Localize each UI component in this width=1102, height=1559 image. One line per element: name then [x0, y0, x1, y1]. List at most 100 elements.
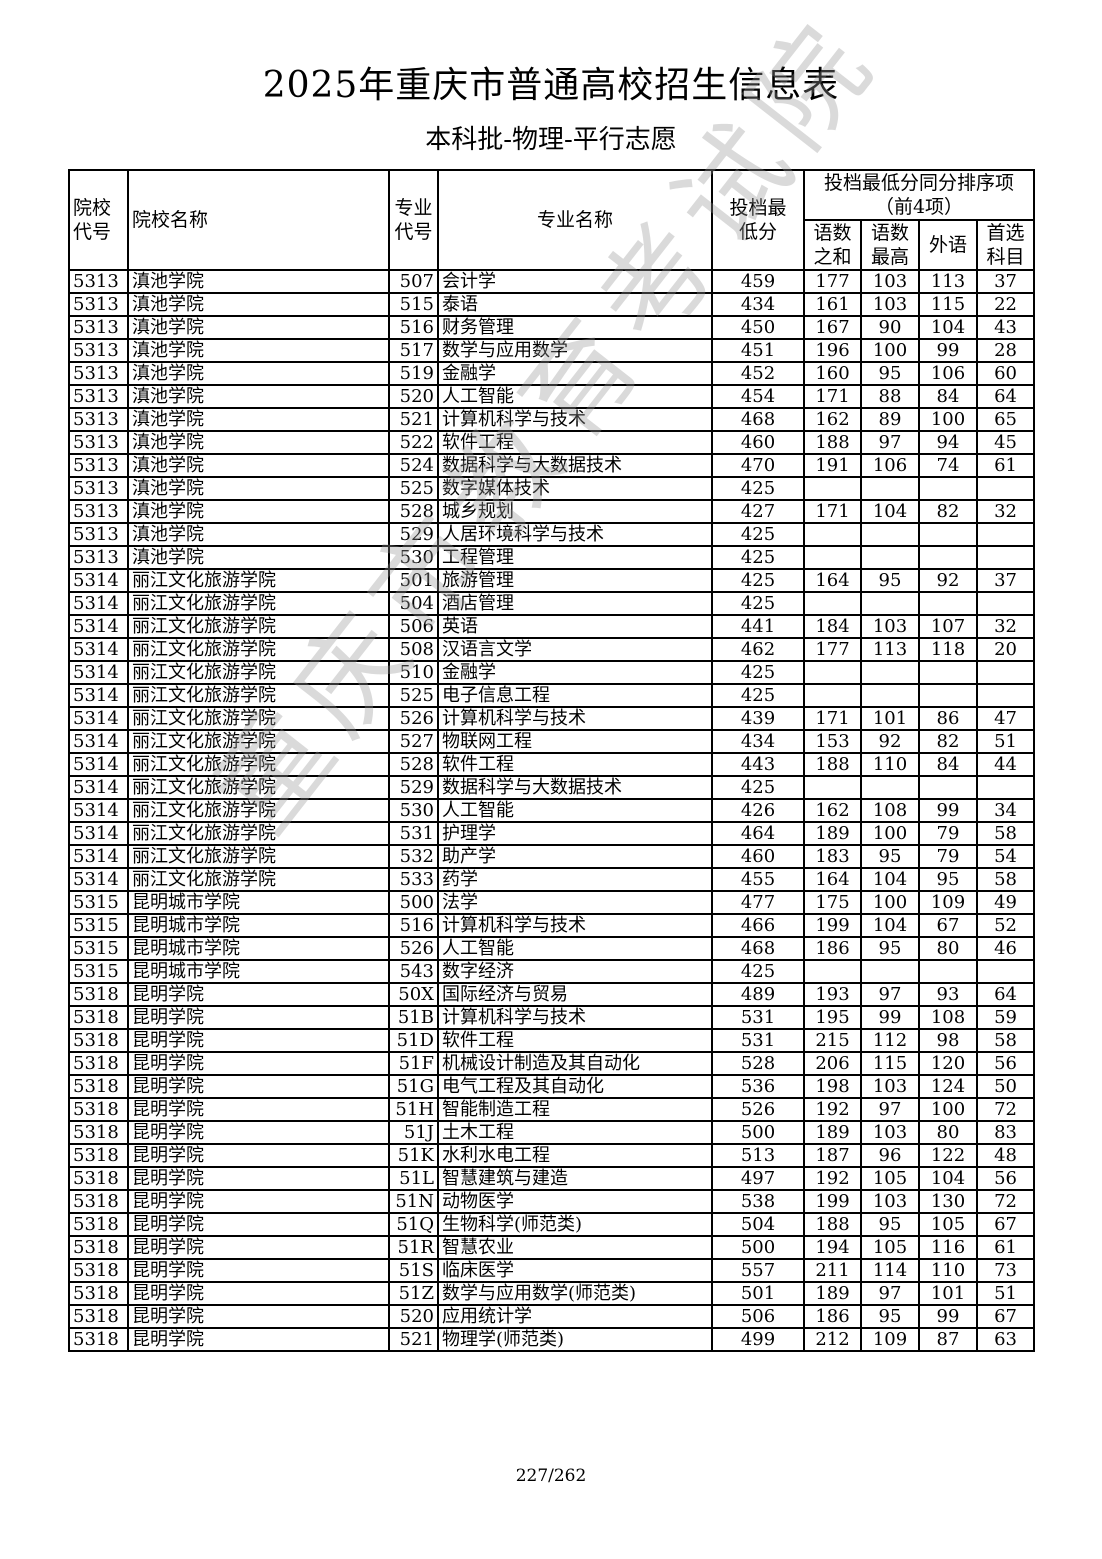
cell-foreign-language: 107 [918, 614, 978, 639]
cell-first-subject: 61 [975, 453, 1036, 478]
cell-chinese-math-max [860, 522, 920, 547]
table-row: 5313 滇池学院 516 财务管理 450 167 90 104 43 [68, 315, 1036, 340]
cell-min-score: 426 [711, 798, 805, 823]
cell-school-name: 昆明城市学院 [127, 959, 390, 984]
cell-major-code: 51Z [388, 1281, 439, 1306]
cell-chinese-math-max: 101 [860, 706, 920, 731]
cell-foreign-language: 108 [918, 1005, 978, 1030]
table-row: 5313 滇池学院 520 人工智能 454 171 88 84 64 [68, 384, 1036, 409]
cell-chinese-math-sum: 164 [803, 867, 862, 892]
cell-major-code: 532 [388, 844, 439, 869]
cell-foreign-language: 79 [918, 844, 978, 869]
cell-foreign-language [918, 775, 978, 800]
cell-chinese-math-max [860, 591, 920, 616]
cell-first-subject: 44 [975, 752, 1036, 777]
table-row: 5313 滇池学院 524 数据科学与大数据技术 470 191 106 74 61 [68, 453, 1036, 478]
admission-table: 院校代号 院校名称 专业代号 专业名称 投档最低分 投档最低分同分排序项（前4项… [68, 169, 1036, 1352]
cell-school-code: 5318 [68, 1327, 129, 1352]
cell-chinese-math-sum: 161 [803, 292, 862, 317]
table-row: 5318 昆明学院 51J 土木工程 500 189 103 80 83 [68, 1120, 1036, 1145]
cell-chinese-math-max: 89 [860, 407, 920, 432]
cell-major-code: 51J [388, 1120, 439, 1145]
header-major-code: 专业代号 [388, 169, 439, 271]
cell-chinese-math-max: 112 [860, 1028, 920, 1053]
cell-chinese-math-max [860, 476, 920, 501]
cell-chinese-math-max: 95 [860, 568, 920, 593]
cell-foreign-language [918, 683, 978, 708]
cell-foreign-language: 86 [918, 706, 978, 731]
cell-major-code: 520 [388, 1304, 439, 1329]
cell-first-subject: 51 [975, 1281, 1036, 1306]
cell-chinese-math-max: 105 [860, 1166, 920, 1191]
cell-first-subject: 34 [975, 798, 1036, 823]
cell-chinese-math-max: 104 [860, 913, 920, 938]
cell-chinese-math-sum: 196 [803, 338, 862, 363]
cell-school-name: 丽江文化旅游学院 [127, 660, 390, 685]
cell-school-code: 5314 [68, 775, 129, 800]
cell-first-subject: 47 [975, 706, 1036, 731]
cell-chinese-math-sum: 193 [803, 982, 862, 1007]
cell-foreign-language: 116 [918, 1235, 978, 1260]
cell-major-code: 529 [388, 522, 439, 547]
cell-chinese-math-sum: 199 [803, 913, 862, 938]
cell-major-code: 51D [388, 1028, 439, 1053]
cell-school-code: 5314 [68, 867, 129, 892]
cell-min-score: 425 [711, 476, 805, 501]
cell-major-code: 519 [388, 361, 439, 386]
cell-first-subject: 45 [975, 430, 1036, 455]
cell-school-name: 滇池学院 [127, 499, 390, 524]
header-school-name: 院校名称 [127, 169, 390, 271]
cell-chinese-math-max: 97 [860, 1097, 920, 1122]
table-row: 5313 滇池学院 522 软件工程 460 188 97 94 45 [68, 430, 1036, 455]
cell-min-score: 477 [711, 890, 805, 915]
cell-chinese-math-max: 108 [860, 798, 920, 823]
cell-school-name: 丽江文化旅游学院 [127, 614, 390, 639]
cell-foreign-language: 67 [918, 913, 978, 938]
cell-major-code: 529 [388, 775, 439, 800]
cell-major-code: 504 [388, 591, 439, 616]
cell-foreign-language: 82 [918, 499, 978, 524]
cell-school-code: 5318 [68, 1189, 129, 1214]
cell-school-name: 丽江文化旅游学院 [127, 775, 390, 800]
cell-major-name: 护理学 [437, 821, 713, 846]
cell-school-name: 丽江文化旅游学院 [127, 752, 390, 777]
cell-school-code: 5318 [68, 1028, 129, 1053]
cell-first-subject: 73 [975, 1258, 1036, 1283]
cell-major-code: 525 [388, 476, 439, 501]
table-row: 5313 滇池学院 529 人居环境科学与技术 425 [68, 522, 1036, 547]
cell-chinese-math-sum: 162 [803, 798, 862, 823]
cell-chinese-math-max: 95 [860, 844, 920, 869]
cell-chinese-math-max: 88 [860, 384, 920, 409]
cell-school-code: 5314 [68, 637, 129, 662]
cell-foreign-language: 95 [918, 867, 978, 892]
cell-school-code: 5318 [68, 1212, 129, 1237]
cell-major-name: 城乡规划 [437, 499, 713, 524]
cell-school-code: 5318 [68, 1051, 129, 1076]
cell-chinese-math-sum: 171 [803, 706, 862, 731]
cell-major-name: 数学与应用数学 [437, 338, 713, 363]
cell-first-subject: 65 [975, 407, 1036, 432]
cell-foreign-language: 118 [918, 637, 978, 662]
cell-foreign-language: 104 [918, 315, 978, 340]
cell-school-name: 滇池学院 [127, 338, 390, 363]
cell-chinese-math-max: 96 [860, 1143, 920, 1168]
cell-chinese-math-sum: 189 [803, 1120, 862, 1145]
cell-chinese-math-max: 110 [860, 752, 920, 777]
cell-chinese-math-sum: 186 [803, 1304, 862, 1329]
cell-min-score: 557 [711, 1258, 805, 1283]
cell-foreign-language [918, 959, 978, 984]
cell-foreign-language: 101 [918, 1281, 978, 1306]
cell-first-subject [975, 591, 1036, 616]
cell-major-name: 人工智能 [437, 384, 713, 409]
cell-school-code: 5318 [68, 1166, 129, 1191]
cell-school-code: 5318 [68, 1005, 129, 1030]
cell-school-name: 丽江文化旅游学院 [127, 637, 390, 662]
cell-chinese-math-sum: 189 [803, 821, 862, 846]
cell-min-score: 460 [711, 430, 805, 455]
cell-school-name: 昆明学院 [127, 1051, 390, 1076]
cell-major-name: 计算机科学与技术 [437, 913, 713, 938]
cell-min-score: 466 [711, 913, 805, 938]
cell-major-name: 软件工程 [437, 752, 713, 777]
cell-major-code: 51H [388, 1097, 439, 1122]
table-row: 5313 滇池学院 507 会计学 459 177 103 113 37 [68, 269, 1036, 294]
